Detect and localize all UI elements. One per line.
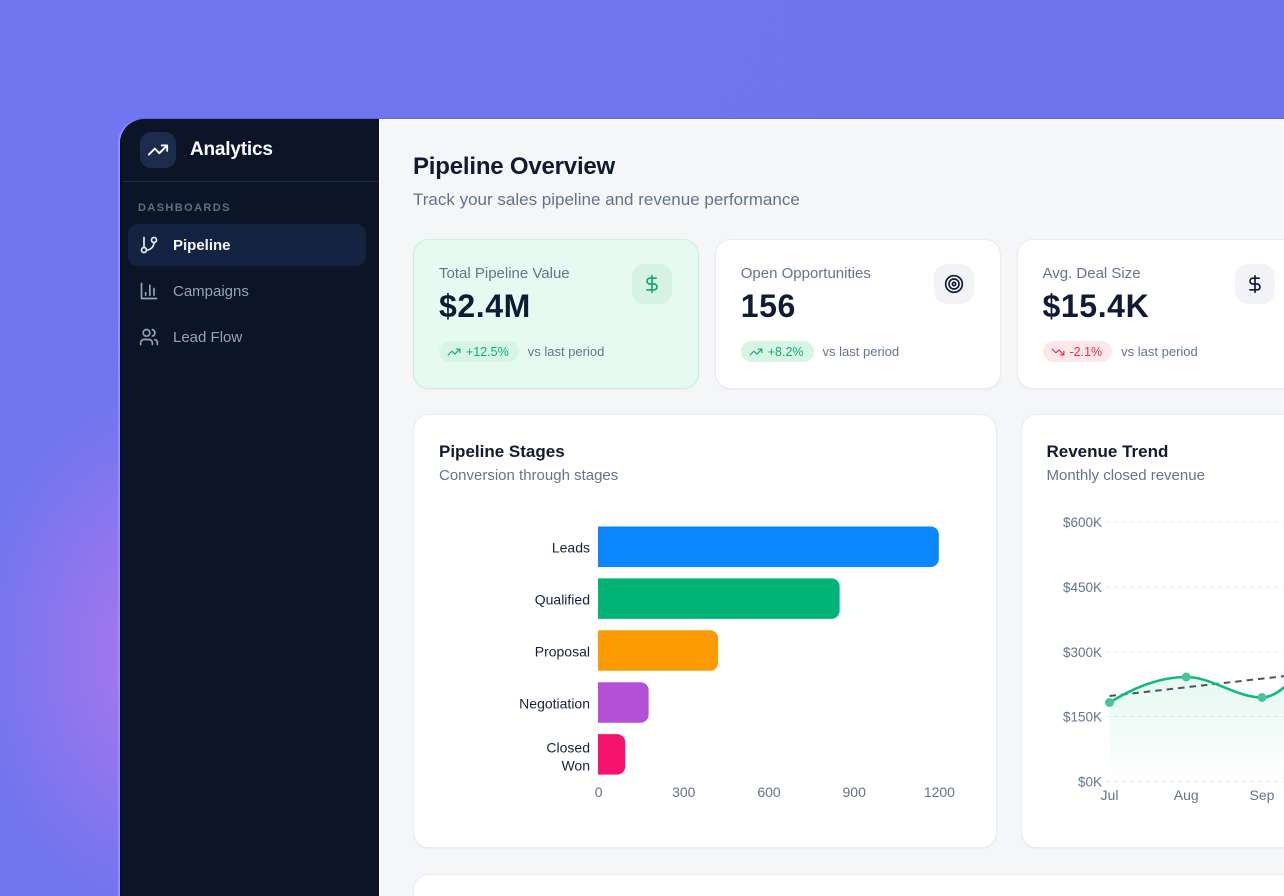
svg-text:300: 300 — [672, 784, 696, 800]
svg-text:$600K: $600K — [1062, 515, 1101, 530]
svg-text:Sep: Sep — [1249, 787, 1274, 803]
svg-text:$150K: $150K — [1062, 710, 1101, 725]
svg-text:Won: Won — [561, 758, 590, 774]
svg-text:600: 600 — [757, 784, 781, 800]
svg-text:Closed: Closed — [546, 740, 590, 756]
svg-text:$450K: $450K — [1062, 580, 1101, 595]
svg-text:Leads: Leads — [552, 540, 590, 556]
svg-text:Jul: Jul — [1100, 787, 1118, 803]
svg-text:Proposal: Proposal — [535, 644, 590, 660]
svg-text:$300K: $300K — [1062, 645, 1101, 660]
svg-text:$0K: $0K — [1077, 775, 1101, 790]
svg-text:Aug: Aug — [1173, 787, 1198, 803]
svg-text:Qualified: Qualified — [535, 592, 590, 608]
svg-text:1200: 1200 — [924, 784, 955, 800]
svg-text:0: 0 — [595, 784, 603, 800]
svg-text:Negotiation: Negotiation — [519, 696, 590, 712]
svg-text:900: 900 — [843, 784, 867, 800]
